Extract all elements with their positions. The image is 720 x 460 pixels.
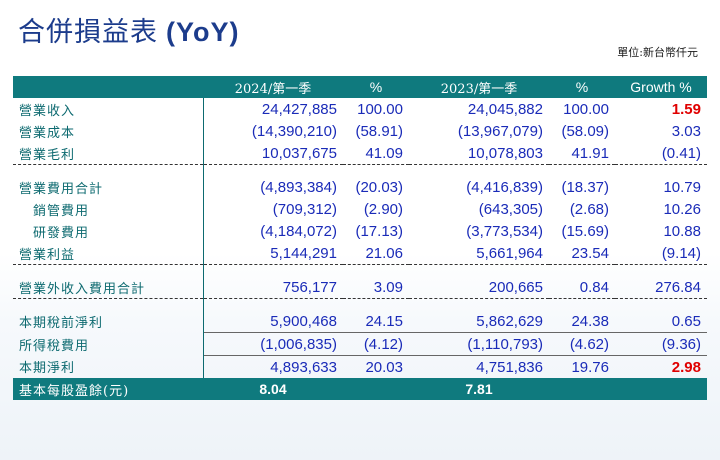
table-row: 營業費用合計 (4,893,384) (20.03) (4,416,839) (… (13, 176, 707, 198)
growth-value: (9.14) (661, 244, 701, 262)
pct-2023: (4.62) (549, 332, 615, 356)
pct-2024: 21.06 (365, 244, 403, 262)
value-2024: (4,184,072) (260, 222, 337, 240)
pct-2024: (17.13) (355, 222, 403, 240)
pct-2023: 41.91 (571, 144, 609, 162)
header-cell-pct-2023: % (575, 79, 589, 95)
value-2024: 756,177 (282, 278, 337, 296)
eps-2024: 8.04 (259, 381, 287, 397)
value-2024: 24,427,885 (261, 100, 337, 118)
value-2023: 5,862,629 (476, 312, 543, 330)
table-row: 研發費用 (4,184,072) (17.13) (3,773,534) (15… (13, 220, 707, 242)
growth-value: 276.84 (655, 278, 701, 296)
row-label: 營業成本 (13, 120, 204, 142)
pct-2023: 19.76 (571, 358, 609, 376)
value-2023: 4,751,836 (476, 358, 543, 376)
eps-row: 基本每股盈餘(元) 8.04 7.81 (13, 378, 707, 400)
value-2024: (1,006,835) (203, 332, 343, 356)
pct-2023: 23.54 (571, 244, 609, 262)
header-cell-2024q1: 2024/第一季 (234, 81, 312, 97)
growth-value: 2.98 (671, 358, 701, 376)
table-row: 本期淨利 4,893,633 20.03 4,751,836 19.76 2.9… (13, 355, 707, 378)
value-2023: 10,078,803 (467, 144, 543, 162)
pct-2024: (4.12) (343, 332, 409, 356)
table-row: 營業成本 (14,390,210) (58.91) (13,967,079) (… (13, 120, 707, 142)
row-label: 營業外收入費用合計 (13, 276, 204, 299)
page-title: 合併損益表 (YoY) (18, 10, 240, 49)
row-label: 營業利益 (13, 242, 204, 265)
title-latin: (YoY) (166, 17, 240, 47)
growth-value: 10.88 (663, 222, 701, 240)
row-label: 本期淨利 (13, 355, 204, 378)
pct-2023: (15.69) (561, 222, 609, 240)
table-row: 銷管費用 (709,312) (2.90) (643,305) (2.68) 1… (13, 198, 707, 220)
pct-2024: 100.00 (357, 100, 403, 118)
growth-value: 10.26 (663, 200, 701, 218)
eps-label: 基本每股盈餘(元) (19, 383, 130, 399)
row-label: 本期稅前淨利 (13, 310, 204, 333)
pct-2024: 24.15 (365, 312, 403, 330)
title-cjk: 合併損益表 (18, 17, 158, 48)
header-cell-label (13, 76, 203, 98)
row-label: 所得稅費用 (13, 332, 204, 356)
table-row: 營業利益 5,144,291 21.06 5,661,964 23.54 (9.… (13, 242, 707, 265)
section-divider (13, 164, 707, 176)
row-label: 營業收入 (13, 98, 204, 120)
value-2024: 4,893,633 (270, 358, 337, 376)
value-2023: (13,967,079) (457, 122, 543, 140)
value-2023: (643,305) (478, 200, 543, 218)
value-2024: 10,037,675 (261, 144, 337, 162)
value-2023: 24,045,882 (467, 100, 543, 118)
row-label: 銷管費用 (13, 198, 204, 220)
section-divider (13, 298, 707, 310)
pct-2023: (58.09) (561, 122, 609, 140)
income-statement-table: 2024/第一季 % 2023/第一季 % Growth % 營業收入 24,4… (13, 76, 707, 400)
header-cell-2023q1: 2023/第一季 (440, 81, 518, 97)
table-header-row: 2024/第一季 % 2023/第一季 % Growth % (13, 76, 707, 98)
growth-value: 3.03 (671, 122, 701, 140)
row-label: 營業費用合計 (13, 176, 204, 198)
row-label: 營業毛利 (13, 142, 204, 165)
table-row: 營業收入 24,427,885 100.00 24,045,882 100.00… (13, 98, 707, 120)
pct-2024: (2.90) (363, 200, 403, 218)
value-2023: (1,110,793) (409, 332, 549, 356)
pct-2024: 20.03 (365, 358, 403, 376)
row-label: 研發費用 (13, 220, 204, 242)
table-row: 本期稅前淨利 5,900,468 24.15 5,862,629 24.38 0… (13, 310, 707, 333)
growth-value: (9.36) (615, 332, 707, 356)
header-cell-growth: Growth % (630, 79, 692, 95)
table-row: 營業毛利 10,037,675 41.09 10,078,803 41.91 (… (13, 142, 707, 165)
header-cell-pct-2024: % (369, 79, 383, 95)
pct-2023: 100.00 (563, 100, 609, 118)
growth-value: (0.41) (661, 144, 701, 162)
section-divider (13, 264, 707, 276)
value-2024: (4,893,384) (260, 178, 337, 196)
growth-value: 0.65 (671, 312, 701, 330)
value-2023: 200,665 (488, 278, 543, 296)
pct-2024: (58.91) (355, 122, 403, 140)
growth-value: 1.59 (671, 100, 701, 118)
pct-2023: 0.84 (579, 278, 609, 296)
pct-2023: (18.37) (561, 178, 609, 196)
eps-2023: 7.81 (465, 381, 493, 397)
pct-2023: (2.68) (569, 200, 609, 218)
value-2023: (3,773,534) (466, 222, 543, 240)
value-2024: (14,390,210) (251, 122, 337, 140)
value-2024: 5,144,291 (270, 244, 337, 262)
pct-2024: 41.09 (365, 144, 403, 162)
value-2024: 5,900,468 (270, 312, 337, 330)
pct-2024: 3.09 (373, 278, 403, 296)
pct-2024: (20.03) (355, 178, 403, 196)
value-2024: (709,312) (272, 200, 337, 218)
growth-value: 10.79 (663, 178, 701, 196)
value-2023: (4,416,839) (466, 178, 543, 196)
table-row: 營業外收入費用合計 756,177 3.09 200,665 0.84 276.… (13, 276, 707, 299)
pct-2023: 24.38 (571, 312, 609, 330)
unit-note: 單位:新台幣仟元 (617, 46, 698, 59)
table-row: 所得稅費用 (1,006,835) (4.12) (1,110,793) (4.… (13, 332, 707, 356)
value-2023: 5,661,964 (476, 244, 543, 262)
